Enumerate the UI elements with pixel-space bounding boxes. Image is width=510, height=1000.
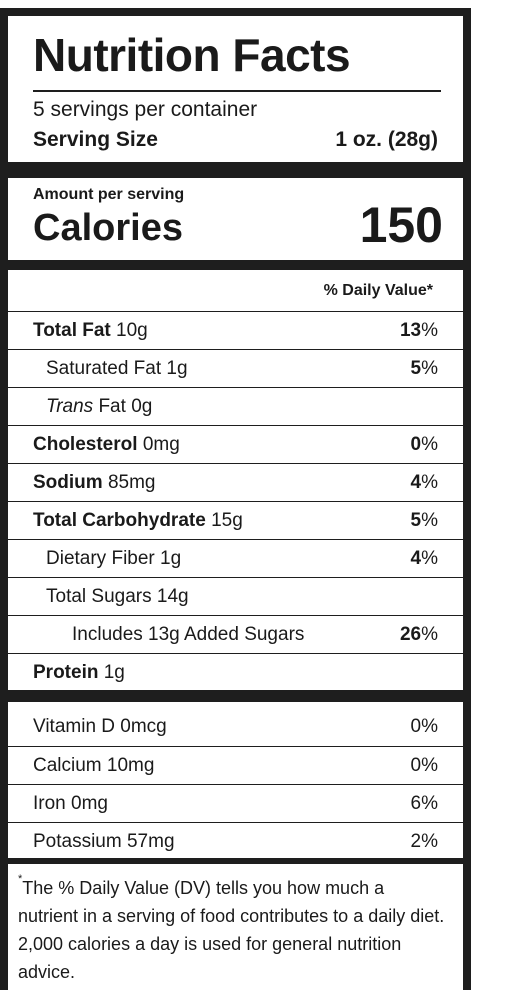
- nutrient-amount: 15g: [211, 509, 243, 531]
- nutrient-name: Trans Fat 0g: [46, 396, 152, 418]
- nutrient-name: Saturated Fat 1g: [46, 358, 188, 380]
- vitamin-daily-value: 2%: [410, 830, 438, 852]
- vitamin-name: Iron 0mg: [33, 792, 108, 814]
- vitamins-section: Vitamin D 0mcg 0% Calcium 10mg 0% Iron 0mg 6%…: [8, 702, 463, 858]
- daily-value-header: % Daily Value*: [323, 281, 433, 299]
- nutrient-name: Cholesterol 0mg: [33, 434, 180, 456]
- percent-sign: %: [421, 509, 438, 531]
- daily-value-number: 5: [410, 509, 422, 531]
- vitamin-daily-value: 0%: [410, 716, 438, 737]
- vitamin-name: Potassium 57mg: [33, 830, 175, 852]
- nutrient-daily-value: 0%: [411, 434, 438, 456]
- nutrient-amount: 1g: [166, 357, 188, 379]
- label-title: Nutrition Facts: [33, 29, 351, 81]
- daily-value-number: 26: [399, 623, 422, 645]
- nutrient-row: Total Sugars 14g: [8, 577, 463, 615]
- percent-sign: %: [421, 547, 438, 569]
- vitamin-name: Vitamin D 0mcg: [33, 716, 167, 737]
- nutrient-amount: 1g: [160, 547, 182, 569]
- nutrient-row: Saturated Fat 1g 5%: [8, 349, 463, 387]
- nutrient-label: Total Sugars: [46, 585, 152, 607]
- nutrient-amount: 0g: [131, 395, 153, 417]
- nutrient-row: Total Carbohydrate 15g 5%: [8, 501, 463, 539]
- nutrient-label: Total Fat: [33, 319, 111, 341]
- footnote: *The % Daily Value (DV) tells you how mu…: [18, 874, 448, 986]
- daily-value-number: 4: [410, 547, 422, 569]
- footnote-section: *The % Daily Value (DV) tells you how mu…: [8, 864, 463, 994]
- nutrient-name: Protein 1g: [33, 662, 125, 684]
- nutrient-row: Protein 1g: [8, 653, 463, 691]
- nutrient-amount: 0mg: [142, 433, 180, 455]
- nutrient-daily-value: 4%: [411, 472, 438, 494]
- nutrient-name: Dietary Fiber 1g: [46, 548, 181, 570]
- daily-value-number: 0: [410, 433, 422, 455]
- nutrient-name: Sodium 85mg: [33, 472, 155, 494]
- nutrient-label: Includes 13g Added Sugars: [72, 623, 305, 645]
- nutrient-label: Sodium: [33, 471, 103, 493]
- serving-size-label: Serving Size: [33, 128, 158, 151]
- nutrition-label: Nutrition Facts 5 servings per container…: [0, 8, 471, 994]
- servings-per-container: 5 servings per container: [33, 98, 258, 121]
- nutrient-label: Dietary Fiber: [46, 547, 155, 569]
- nutrient-row: Dietary Fiber 1g 4%: [8, 539, 463, 577]
- footnote-text: The % Daily Value (DV) tells you how muc…: [18, 878, 445, 982]
- vitamin-row: Vitamin D 0mcg 0%: [8, 708, 463, 746]
- nutrient-amount: 10g: [116, 319, 148, 341]
- vitamin-row: Potassium 57mg 2%: [8, 822, 463, 860]
- nutrient-amount: 1g: [103, 661, 125, 683]
- nutrient-name: Total Fat 10g: [33, 320, 148, 342]
- nutrient-row: Sodium 85mg 4%: [8, 463, 463, 501]
- nutrient-label-rest: Fat: [98, 395, 126, 417]
- daily-value-number: 13: [399, 319, 422, 341]
- nutrient-row: Total Fat 10g 13%: [8, 311, 463, 349]
- percent-sign: %: [421, 433, 438, 455]
- percent-sign: %: [421, 471, 438, 493]
- nutrient-amount: 14g: [156, 585, 189, 607]
- title-divider: [33, 90, 441, 92]
- calories-value: 150: [359, 197, 443, 253]
- nutrient-row: Trans Fat 0g: [8, 387, 463, 425]
- nutrient-daily-value: 5%: [411, 510, 438, 532]
- vitamin-daily-value: 6%: [410, 792, 438, 814]
- footnote-marker: *: [18, 873, 23, 885]
- nutrient-name: Includes 13g Added Sugars: [72, 624, 304, 646]
- title-section: Nutrition Facts 5 servings per container…: [8, 16, 463, 162]
- vitamin-row: Calcium 10mg 0%: [8, 746, 463, 784]
- nutrient-row: Includes 13g Added Sugars 26%: [8, 615, 463, 653]
- calories-label: Calories: [33, 207, 183, 249]
- nutrient-daily-value: 13%: [400, 320, 438, 342]
- nutrient-name: Total Sugars 14g: [46, 586, 189, 608]
- nutrients-section: % Daily Value* Total Fat 10g 13% Saturated…: [8, 270, 463, 690]
- nutrient-row: Cholesterol 0mg 0%: [8, 425, 463, 463]
- amount-per-serving-label: Amount per serving: [33, 186, 185, 203]
- percent-sign: %: [421, 623, 438, 645]
- serving-size-value: 1 oz. (28g): [335, 128, 438, 151]
- nutrient-daily-value: 26%: [400, 624, 438, 646]
- vitamin-name: Calcium 10mg: [33, 754, 155, 776]
- nutrient-label: Total Carbohydrate: [33, 509, 206, 531]
- vitamin-row: Iron 0mg 6%: [8, 784, 463, 822]
- nutrient-label: Cholesterol: [33, 433, 138, 455]
- nutrient-name: Total Carbohydrate 15g: [33, 510, 243, 532]
- percent-sign: %: [421, 319, 438, 341]
- nutrient-daily-value: 4%: [411, 548, 438, 570]
- nutrient-daily-value: 5%: [411, 358, 438, 380]
- nutrient-label: Saturated Fat: [46, 357, 162, 379]
- daily-value-number: 5: [410, 357, 422, 379]
- daily-value-header-row: % Daily Value*: [8, 270, 463, 311]
- nutrient-amount: 85mg: [107, 471, 156, 493]
- vitamin-daily-value: 0%: [410, 754, 438, 776]
- nutrient-label: Trans: [46, 395, 94, 417]
- daily-value-number: 4: [410, 471, 422, 493]
- nutrient-label: Protein: [33, 661, 99, 683]
- percent-sign: %: [421, 357, 438, 379]
- calories-section: Amount per serving Calories 150: [8, 178, 463, 260]
